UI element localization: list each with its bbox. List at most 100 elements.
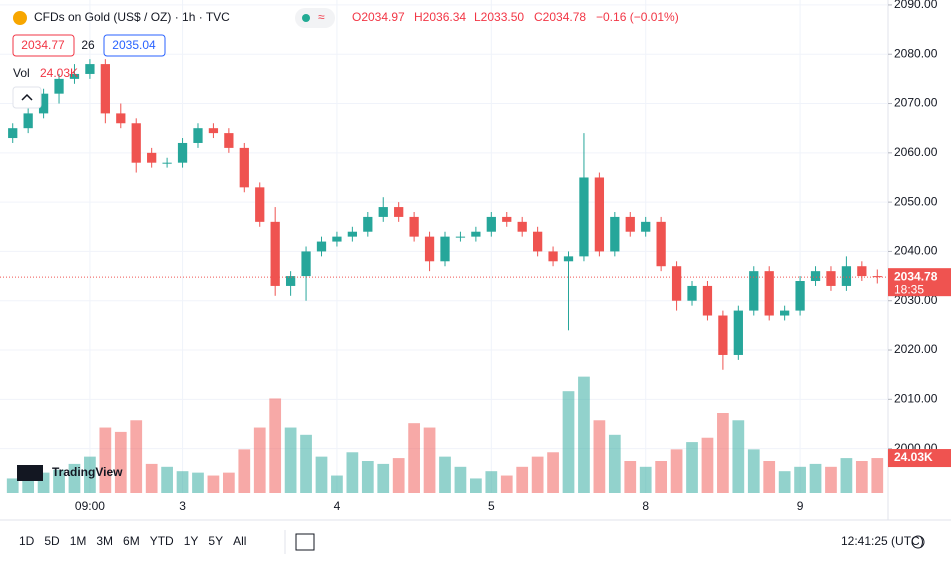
candle-body xyxy=(347,231,357,237)
volume-bar xyxy=(855,461,868,493)
volume-bar xyxy=(346,452,359,493)
status-pill[interactable] xyxy=(295,8,335,28)
volume-bar xyxy=(871,458,884,493)
range-button[interactable]: 1Y xyxy=(184,534,199,548)
volume-bar xyxy=(315,456,328,493)
volume-bar xyxy=(176,471,189,493)
y-tick-label: 2040.00 xyxy=(894,244,938,258)
candle-body xyxy=(116,113,126,124)
y-tick-label: 2080.00 xyxy=(894,46,938,60)
candle-body xyxy=(239,147,249,188)
candle-body xyxy=(656,221,666,267)
candle-body xyxy=(316,241,327,252)
candle-body xyxy=(54,78,64,94)
volume-bar xyxy=(238,449,251,493)
volume-bar xyxy=(408,423,420,493)
ask: 2035.04 xyxy=(112,38,156,52)
candle-body xyxy=(579,177,589,257)
bid-box[interactable] xyxy=(12,34,75,57)
candle-body xyxy=(440,236,450,262)
volume-bar xyxy=(253,427,266,493)
volume-bar xyxy=(53,469,65,493)
range-button[interactable]: 3M xyxy=(96,534,113,548)
volume-bar xyxy=(778,471,791,493)
candle-body xyxy=(332,236,342,242)
settings-icon[interactable] xyxy=(911,535,925,549)
candle-body xyxy=(38,93,49,114)
legend-change: −0.16 (−0.01%) xyxy=(596,10,679,24)
range-button[interactable]: 5Y xyxy=(208,534,223,548)
volume-bar xyxy=(655,461,668,493)
x-tick-label: 8 xyxy=(642,499,649,513)
last-price-label: 2034.78 xyxy=(894,269,938,283)
candle-body xyxy=(687,285,697,301)
legend-close: C2034.78 xyxy=(534,10,586,24)
candle-body xyxy=(718,315,728,355)
candle-body xyxy=(471,231,481,237)
volume-axis-box xyxy=(888,449,951,468)
volume-bar xyxy=(207,475,220,493)
candle-body xyxy=(224,133,234,148)
ask-box[interactable] xyxy=(103,34,166,57)
candle-body xyxy=(270,221,280,286)
volume-bar xyxy=(130,420,143,493)
volume-bar xyxy=(37,472,50,493)
candle-body xyxy=(363,216,373,232)
volume-bar xyxy=(516,466,529,493)
volume-bar xyxy=(454,466,467,493)
candle-body xyxy=(671,266,682,301)
candle-body xyxy=(162,162,172,164)
candle-body xyxy=(795,281,805,311)
candle-body xyxy=(131,123,141,163)
y-tick-label: 2070.00 xyxy=(894,96,938,110)
range-button[interactable]: 1D xyxy=(19,534,35,548)
candle-body xyxy=(517,221,527,232)
range-button[interactable]: All xyxy=(233,534,246,548)
candle-body xyxy=(749,271,759,311)
candle-body xyxy=(702,285,713,316)
range-button[interactable]: 6M xyxy=(123,534,140,548)
volume-bar xyxy=(701,437,714,493)
candle-body xyxy=(826,271,836,286)
collapse-button[interactable] xyxy=(12,86,42,109)
volume-axis-label: 24.03K xyxy=(894,450,933,464)
legend-open: O2034.97 xyxy=(352,10,405,24)
legend-low: L2033.50 xyxy=(474,10,524,24)
candle-body xyxy=(208,128,219,134)
candle-body xyxy=(394,207,404,217)
candle-body xyxy=(455,236,466,238)
candle-body xyxy=(69,73,80,79)
bid: 2034.77 xyxy=(21,38,65,52)
date-range-icon[interactable] xyxy=(295,533,315,551)
candle-body xyxy=(810,271,821,282)
spread: 26 xyxy=(81,38,95,52)
candle-body xyxy=(193,128,203,143)
volume-bar xyxy=(531,456,544,493)
x-tick-label: 4 xyxy=(334,499,341,513)
volume-bar xyxy=(423,427,436,493)
candle-body xyxy=(594,177,605,252)
range-button[interactable]: YTD xyxy=(150,534,174,548)
volume-bar xyxy=(547,452,559,493)
volume-bar xyxy=(114,431,127,493)
y-tick-label: 2090.00 xyxy=(894,0,938,11)
volume-bar xyxy=(284,427,297,493)
volume-bar xyxy=(439,456,451,493)
range-button[interactable]: 5D xyxy=(44,534,60,548)
volume-bar xyxy=(470,478,482,493)
range-button[interactable]: 1M xyxy=(70,534,87,548)
candle-body xyxy=(610,216,620,252)
candle-body xyxy=(8,128,18,139)
symbol-icon xyxy=(13,11,27,25)
volume-bar xyxy=(392,458,405,493)
volume-bar xyxy=(68,463,81,493)
volume-bar xyxy=(500,475,513,493)
volume-bar xyxy=(145,463,158,493)
volume-bar xyxy=(670,449,683,493)
volume-bar xyxy=(639,466,652,493)
volume-bar xyxy=(331,475,343,493)
